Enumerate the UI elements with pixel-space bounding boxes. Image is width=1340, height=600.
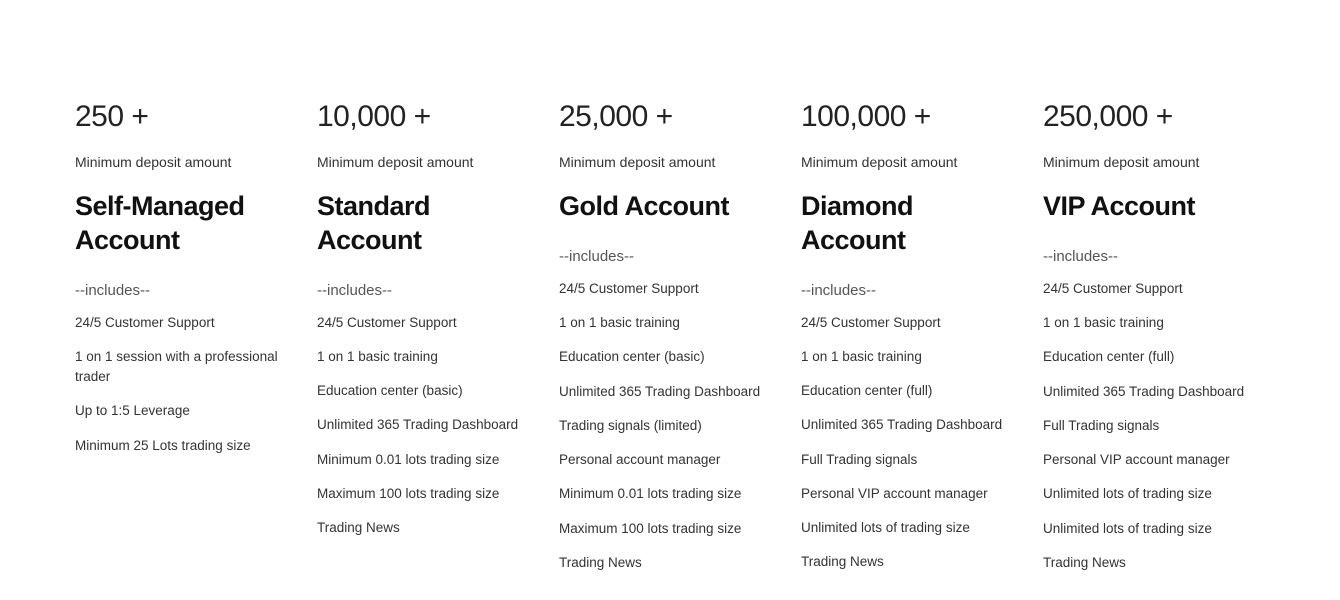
feature-item: Minimum 0.01 lots trading size: [559, 484, 781, 504]
feature-item: Unlimited lots of trading size: [1043, 519, 1265, 539]
plan-gold: 25,000 + Minimum deposit amount Gold Acc…: [559, 100, 781, 587]
feature-item: 1 on 1 basic training: [1043, 313, 1265, 333]
plan-subtitle: Minimum deposit amount: [1043, 154, 1265, 170]
feature-item: Personal account manager: [559, 450, 781, 470]
feature-item: Minimum 25 Lots trading size: [75, 436, 297, 456]
feature-item: 24/5 Customer Support: [317, 313, 539, 333]
feature-item: Unlimited 365 Trading Dashboard: [1043, 382, 1265, 402]
feature-item: Unlimited lots of trading size: [801, 518, 1023, 538]
plan-name: Self-Managed Account: [75, 190, 297, 258]
feature-item: 1 on 1 basic training: [801, 347, 1023, 367]
plan-name: VIP Account: [1043, 190, 1265, 224]
feature-item: Education center (full): [1043, 347, 1265, 367]
plan-name: Standard Account: [317, 190, 539, 258]
feature-list: 24/5 Customer Support 1 on 1 basic train…: [559, 279, 781, 573]
feature-item: Unlimited 365 Trading Dashboard: [559, 382, 781, 402]
feature-item: Unlimited lots of trading size: [1043, 484, 1265, 504]
plan-price: 250,000 +: [1043, 100, 1265, 134]
feature-item: Education center (basic): [317, 381, 539, 401]
plan-subtitle: Minimum deposit amount: [801, 154, 1023, 170]
feature-item: Trading News: [1043, 553, 1265, 573]
feature-list: 24/5 Customer Support 1 on 1 session wit…: [75, 313, 297, 456]
feature-item: Education center (full): [801, 381, 1023, 401]
plan-price: 25,000 +: [559, 100, 781, 134]
feature-item: Education center (basic): [559, 347, 781, 367]
plan-name: Diamond Account: [801, 190, 1023, 258]
feature-item: Maximum 100 lots trading size: [559, 519, 781, 539]
includes-label: --includes--: [1043, 248, 1265, 265]
feature-item: 24/5 Customer Support: [559, 279, 781, 299]
includes-label: --includes--: [801, 282, 1023, 299]
feature-item: Trading News: [801, 552, 1023, 572]
feature-item: Maximum 100 lots trading size: [317, 484, 539, 504]
plan-name: Gold Account: [559, 190, 781, 224]
feature-item: Unlimited 365 Trading Dashboard: [317, 415, 539, 435]
plan-vip: 250,000 + Minimum deposit amount VIP Acc…: [1043, 100, 1265, 587]
feature-item: 1 on 1 basic training: [317, 347, 539, 367]
plan-subtitle: Minimum deposit amount: [75, 154, 297, 170]
feature-item: Unlimited 365 Trading Dashboard: [801, 415, 1023, 435]
feature-item: Personal VIP account manager: [801, 484, 1023, 504]
feature-item: 1 on 1 basic training: [559, 313, 781, 333]
plan-diamond: 100,000 + Minimum deposit amount Diamond…: [801, 100, 1023, 587]
feature-item: 24/5 Customer Support: [801, 313, 1023, 333]
feature-item: Trading News: [317, 518, 539, 538]
feature-item: Trading signals (limited): [559, 416, 781, 436]
feature-item: Minimum 0.01 lots trading size: [317, 450, 539, 470]
includes-label: --includes--: [559, 248, 781, 265]
plan-subtitle: Minimum deposit amount: [559, 154, 781, 170]
feature-list: 24/5 Customer Support 1 on 1 basic train…: [317, 313, 539, 539]
feature-item: Trading News: [559, 553, 781, 573]
feature-item: Full Trading signals: [1043, 416, 1265, 436]
includes-label: --includes--: [75, 282, 297, 299]
plan-standard: 10,000 + Minimum deposit amount Standard…: [317, 100, 539, 587]
feature-item: 24/5 Customer Support: [75, 313, 297, 333]
plan-self-managed: 250 + Minimum deposit amount Self-Manage…: [75, 100, 297, 587]
feature-item: Personal VIP account manager: [1043, 450, 1265, 470]
plan-price: 250 +: [75, 100, 297, 134]
plan-price: 10,000 +: [317, 100, 539, 134]
plan-price: 100,000 +: [801, 100, 1023, 134]
includes-label: --includes--: [317, 282, 539, 299]
feature-item: 1 on 1 session with a professional trade…: [75, 347, 297, 388]
plan-subtitle: Minimum deposit amount: [317, 154, 539, 170]
feature-item: Up to 1:5 Leverage: [75, 401, 297, 421]
feature-list: 24/5 Customer Support 1 on 1 basic train…: [1043, 279, 1265, 573]
feature-item: 24/5 Customer Support: [1043, 279, 1265, 299]
pricing-plans-container: 250 + Minimum deposit amount Self-Manage…: [0, 0, 1340, 587]
feature-item: Full Trading signals: [801, 450, 1023, 470]
feature-list: 24/5 Customer Support 1 on 1 basic train…: [801, 313, 1023, 573]
